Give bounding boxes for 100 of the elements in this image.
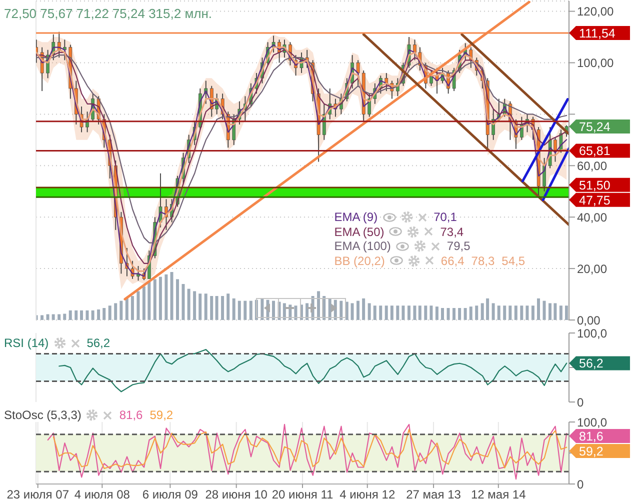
y-tick-label: 100,00	[577, 56, 614, 70]
bar	[520, 306, 524, 320]
ref-line-label: 51,50	[579, 178, 610, 192]
bar	[413, 306, 416, 320]
bar	[379, 306, 382, 320]
bar	[52, 314, 55, 320]
bar	[120, 300, 123, 320]
bar	[63, 314, 66, 320]
ref-line-label: 111,54	[579, 26, 616, 41]
y-tick-label: 20,00	[577, 262, 608, 276]
bar	[464, 308, 467, 320]
bar	[193, 291, 196, 320]
bar	[526, 306, 529, 320]
annotation: 66,4	[440, 254, 464, 268]
bar	[548, 303, 552, 320]
bar	[136, 291, 140, 320]
bar	[486, 298, 490, 320]
annotation: 70,1	[434, 210, 457, 224]
bar	[384, 306, 388, 320]
bar	[158, 276, 162, 320]
bar	[514, 306, 518, 320]
bar	[497, 306, 500, 320]
bar	[221, 296, 224, 320]
x-tick-label: 27 мая 13	[406, 488, 462, 502]
text: 75,24	[579, 120, 610, 134]
bar	[125, 298, 128, 320]
bar	[148, 282, 151, 320]
bar	[40, 315, 44, 320]
y-tick-label: 100,0	[577, 415, 608, 430]
bar	[86, 310, 89, 320]
bar	[187, 288, 190, 320]
bar	[317, 291, 320, 320]
bar	[368, 303, 371, 320]
bar	[68, 310, 72, 320]
bar	[294, 306, 298, 320]
bar	[452, 308, 456, 320]
bar	[46, 314, 50, 320]
bar	[170, 272, 174, 320]
bar	[531, 306, 534, 320]
bar	[418, 306, 422, 320]
bar	[424, 306, 428, 320]
bar	[356, 300, 360, 320]
chart-title: StoOsc (5,3,3)	[4, 408, 82, 422]
bar	[58, 314, 61, 320]
line-series	[47, 424, 568, 480]
y-tick-label: 60,00	[577, 158, 608, 173]
line-series	[52, 428, 568, 470]
x-tick-label: 12 мая 14	[470, 488, 526, 502]
bar	[373, 306, 376, 320]
series-label: RSI (14)	[4, 336, 49, 350]
bar	[542, 300, 546, 320]
bar	[260, 298, 264, 320]
bar	[102, 308, 106, 320]
bar	[554, 303, 557, 320]
bar	[238, 300, 241, 320]
text: EMA (50)	[334, 224, 384, 239]
y-tick-label: 100,0	[577, 326, 608, 340]
bar	[402, 306, 405, 320]
bar	[272, 300, 275, 320]
bar	[204, 294, 208, 320]
bar	[91, 310, 94, 320]
annotation: 81,6	[119, 408, 143, 422]
bar	[390, 306, 394, 320]
data-label: 81,6	[579, 430, 604, 444]
bar	[210, 296, 214, 320]
annotation: 59,2	[150, 408, 174, 422]
bar	[226, 294, 230, 320]
annotation: 56,2	[86, 336, 110, 350]
x-tick-label: 6 июля 09	[142, 488, 198, 502]
bar	[469, 306, 472, 320]
bar	[153, 279, 156, 320]
y-tick-label: 0	[577, 477, 584, 492]
x-tick-label: 4 июля 08	[74, 488, 130, 502]
bar	[503, 306, 506, 320]
candlestick	[542, 157, 546, 192]
bar	[282, 303, 286, 320]
bar	[475, 306, 478, 320]
bar	[74, 310, 78, 320]
annotation: 73,4	[440, 224, 464, 239]
bar	[441, 308, 444, 320]
text: EMA (100)	[334, 239, 391, 254]
text: EMA (9)	[334, 210, 378, 224]
annotation: 78,3	[471, 254, 495, 268]
annotation: 54,5	[502, 254, 525, 268]
bar	[430, 306, 433, 320]
bar	[446, 308, 450, 320]
chart-subtitle: 72,50 75,67 71,22 75,24 315,2 млн.	[4, 6, 212, 21]
data-label: 59,2	[579, 444, 604, 458]
bar	[108, 306, 112, 320]
line-series	[58, 349, 568, 392]
bar	[97, 309, 100, 320]
ref-line-label: 47,75	[579, 193, 610, 208]
bar	[215, 296, 218, 320]
bar	[340, 300, 343, 320]
bar	[435, 306, 438, 320]
text: BB (20,2)	[334, 254, 385, 268]
bar	[407, 306, 410, 320]
bar	[244, 300, 247, 320]
bar	[130, 296, 134, 320]
bar	[198, 294, 202, 320]
